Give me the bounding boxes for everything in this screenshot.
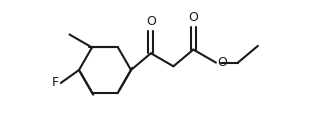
- Text: O: O: [188, 11, 198, 24]
- Text: O: O: [217, 56, 227, 69]
- Text: O: O: [146, 15, 156, 28]
- Text: F: F: [52, 76, 59, 90]
